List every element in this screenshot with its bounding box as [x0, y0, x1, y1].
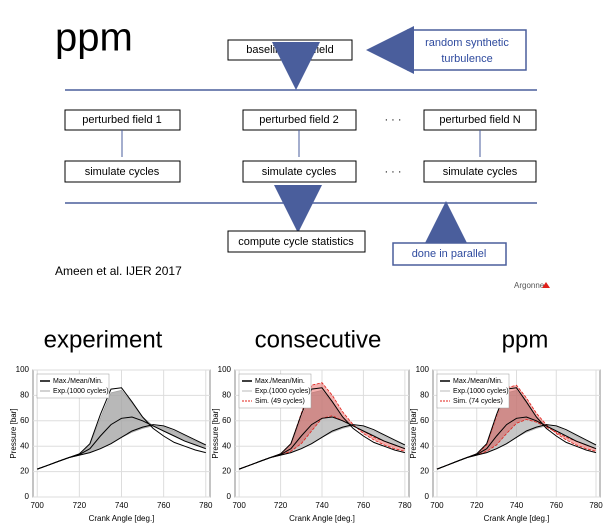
x-tick-label: 780 [199, 501, 213, 510]
node [392, 242, 507, 266]
node-label: perturbed field N [439, 114, 520, 126]
legend-label: Exp.(1000 cycles) [453, 388, 509, 395]
x-tick-label: 740 [315, 501, 329, 510]
cycle-band [37, 390, 206, 470]
node-label: random synthetic [425, 37, 509, 49]
arrow [121, 130, 481, 157]
cycle-band [437, 390, 596, 470]
y-tick-label: 80 [420, 391, 429, 400]
node-label: perturbed field 2 [259, 114, 339, 126]
y-tick-label: 20 [222, 467, 231, 476]
x-tick-label: 720 [73, 501, 87, 510]
legend-label: Exp.(1000 cycles) [53, 388, 109, 395]
cycle-band [239, 382, 405, 470]
node [227, 230, 366, 253]
y-tick-label: 0 [425, 492, 430, 501]
node-label: done in parallel [412, 248, 487, 260]
x-tick-label: 700 [430, 501, 444, 510]
y-tick-label: 80 [222, 391, 231, 400]
y-tick-label: 60 [222, 416, 231, 425]
node-label: perturbed field 1 [82, 114, 162, 126]
chart-title: consecutive [255, 326, 382, 353]
ellipsis: · · · [384, 166, 401, 178]
chart: consecutive 0 20 40 60 80 100 700 720 740 760 780 Cr… [211, 326, 412, 523]
x-axis-label: Crank Angle [deg.] [484, 514, 550, 523]
chart: experiment 0 20 40 60 80 100 700 720 740 760 780 Cra… [9, 326, 213, 523]
y-axis-label: Pressure [bar] [9, 408, 18, 458]
ellipsis: · · · [384, 114, 401, 126]
node-label: compute cycle statistics [238, 236, 354, 248]
y-tick-label: 100 [16, 365, 30, 374]
x-tick-label: 720 [274, 501, 288, 510]
legend-box [36, 373, 110, 399]
chart: ppm 0 20 40 60 80 100 700 720 740 760 780 Crank Angl… [409, 326, 603, 523]
logo: Argonne [514, 281, 545, 290]
stat-line [238, 424, 406, 470]
y-tick-label: 60 [20, 416, 29, 425]
y-tick-label: 40 [420, 441, 429, 450]
y-tick-label: 80 [20, 391, 29, 400]
legend-label: Max./Mean/Min. [53, 378, 103, 385]
stat-line [37, 424, 207, 470]
y-tick-label: 20 [20, 467, 29, 476]
node-label: baseline flow-field [246, 44, 333, 56]
chart-title: experiment [44, 326, 163, 353]
y-tick-label: 60 [420, 416, 429, 425]
x-tick-label: 740 [510, 501, 524, 510]
stat-line [436, 424, 597, 470]
y-tick-label: 0 [227, 492, 232, 501]
y-tick-label: 100 [218, 365, 232, 374]
y-tick-label: 40 [222, 441, 231, 450]
legend-label: Max./Mean/Min. [453, 378, 503, 385]
x-tick-label: 780 [589, 501, 603, 510]
node-label: simulate cycles [443, 166, 518, 178]
node [64, 160, 181, 183]
y-tick-label: 100 [416, 365, 430, 374]
node-label: simulate cycles [262, 166, 337, 178]
slide-title: ppm [55, 16, 133, 60]
node-label: simulate cycles [85, 166, 160, 178]
y-tick-label: 40 [20, 441, 29, 450]
x-tick-label: 760 [157, 501, 171, 510]
flow-diagram: baseline flow-field random synthetic tur… [55, 26, 550, 290]
node [423, 160, 537, 183]
cycle-band [437, 385, 596, 470]
y-tick-label: 0 [25, 492, 30, 501]
logo-icon [542, 282, 550, 288]
x-tick-label: 760 [357, 501, 371, 510]
node [407, 29, 527, 71]
x-axis-label: Crank Angle [deg.] [289, 514, 355, 523]
citation: Ameen et al. IJER 2017 [55, 264, 182, 278]
x-tick-label: 740 [115, 501, 129, 510]
chart-title: ppm [502, 326, 549, 353]
legend-label: Sim. (74 cycles) [453, 398, 503, 405]
x-tick-label: 780 [398, 501, 412, 510]
node-label: turbulence [441, 53, 492, 65]
x-tick-label: 720 [470, 501, 484, 510]
y-axis-label: Pressure [bar] [409, 408, 418, 458]
legend-label: Max./Mean/Min. [255, 378, 305, 385]
x-axis-label: Crank Angle [deg.] [89, 514, 155, 523]
x-tick-label: 760 [550, 501, 564, 510]
legend-label: Sim. (49 cycles) [255, 398, 305, 405]
y-axis-label: Pressure [bar] [211, 408, 220, 458]
x-tick-label: 700 [31, 501, 45, 510]
x-tick-label: 700 [232, 501, 246, 510]
cycle-band [239, 390, 405, 470]
y-tick-label: 20 [420, 467, 429, 476]
legend-box [238, 373, 312, 409]
legend-label: Exp.(1000 cycles) [255, 388, 311, 395]
node [242, 160, 357, 183]
